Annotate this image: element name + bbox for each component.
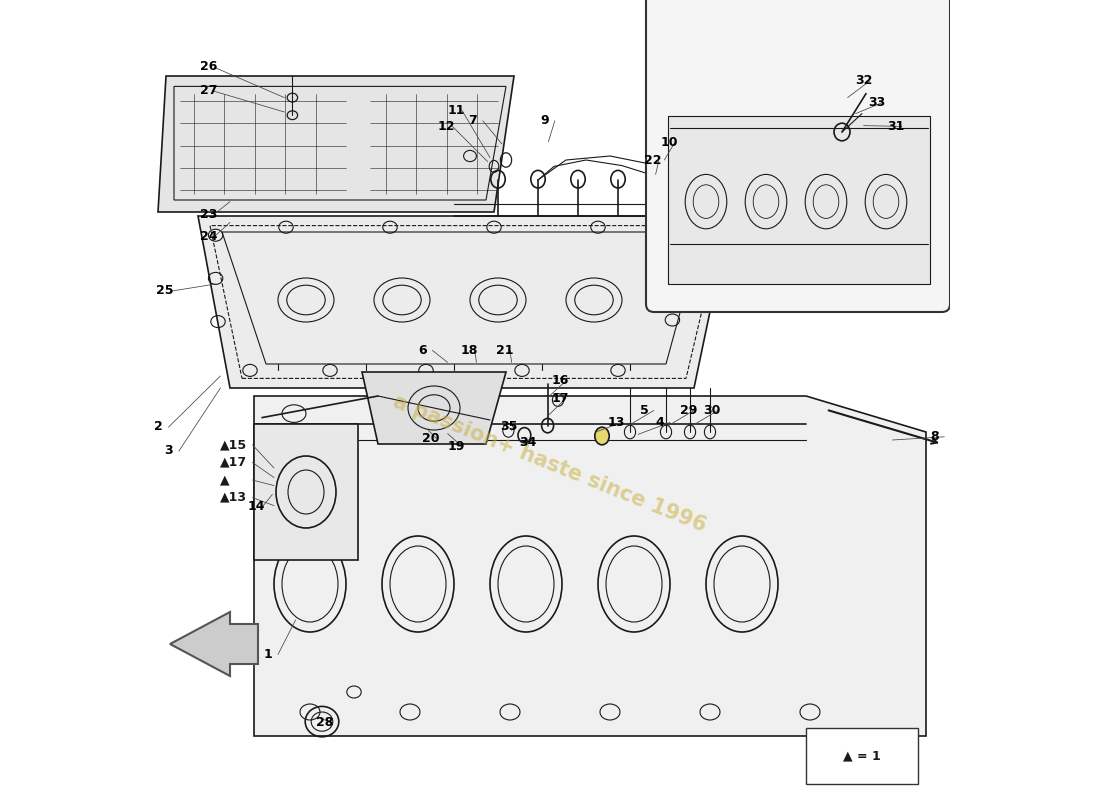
Bar bbox=[254, 424, 358, 560]
Text: 10: 10 bbox=[660, 135, 678, 149]
Polygon shape bbox=[254, 396, 926, 736]
Text: 18: 18 bbox=[461, 344, 477, 357]
Text: 31: 31 bbox=[888, 119, 905, 133]
Text: 14: 14 bbox=[248, 501, 265, 514]
Text: 12: 12 bbox=[438, 119, 455, 133]
Polygon shape bbox=[362, 372, 506, 444]
Text: 34: 34 bbox=[519, 437, 537, 450]
Text: ▲ = 1: ▲ = 1 bbox=[843, 750, 881, 762]
Bar bbox=[806, 728, 918, 784]
Text: 13: 13 bbox=[607, 416, 625, 429]
Text: a passion+ haste since 1996: a passion+ haste since 1996 bbox=[390, 392, 710, 536]
Text: 27: 27 bbox=[199, 84, 217, 98]
Text: 26: 26 bbox=[199, 60, 217, 74]
Text: 2: 2 bbox=[154, 421, 163, 434]
Text: 7: 7 bbox=[469, 114, 477, 127]
Text: 24: 24 bbox=[199, 230, 217, 243]
Text: ▲: ▲ bbox=[220, 473, 230, 486]
Text: 23: 23 bbox=[199, 208, 217, 221]
Text: 19: 19 bbox=[448, 440, 465, 453]
Text: ▲13: ▲13 bbox=[220, 490, 248, 504]
Text: 32: 32 bbox=[856, 74, 873, 87]
Text: 1: 1 bbox=[264, 648, 273, 661]
Text: ▲15: ▲15 bbox=[220, 438, 248, 451]
Text: 17: 17 bbox=[551, 392, 569, 405]
Text: 6: 6 bbox=[418, 344, 427, 357]
FancyBboxPatch shape bbox=[646, 0, 950, 312]
Text: 25: 25 bbox=[156, 284, 174, 298]
Text: 30: 30 bbox=[704, 403, 720, 417]
Polygon shape bbox=[669, 116, 930, 284]
Text: ▲17: ▲17 bbox=[220, 456, 248, 469]
Text: 3: 3 bbox=[164, 444, 173, 458]
Text: 11: 11 bbox=[448, 104, 465, 117]
Text: 16: 16 bbox=[551, 374, 569, 387]
Text: 8: 8 bbox=[930, 430, 938, 443]
Text: 21: 21 bbox=[496, 344, 513, 357]
Text: 28: 28 bbox=[317, 717, 333, 730]
Text: 35: 35 bbox=[500, 421, 518, 434]
Polygon shape bbox=[198, 216, 730, 388]
Text: 29: 29 bbox=[680, 403, 697, 417]
Text: 20: 20 bbox=[422, 431, 440, 445]
Text: 5: 5 bbox=[639, 403, 648, 417]
Polygon shape bbox=[158, 76, 514, 212]
Text: 4: 4 bbox=[656, 416, 664, 429]
Polygon shape bbox=[170, 612, 258, 676]
Text: 9: 9 bbox=[540, 114, 549, 127]
Text: 22: 22 bbox=[645, 154, 662, 167]
Ellipse shape bbox=[595, 427, 609, 445]
Text: 33: 33 bbox=[868, 96, 886, 109]
